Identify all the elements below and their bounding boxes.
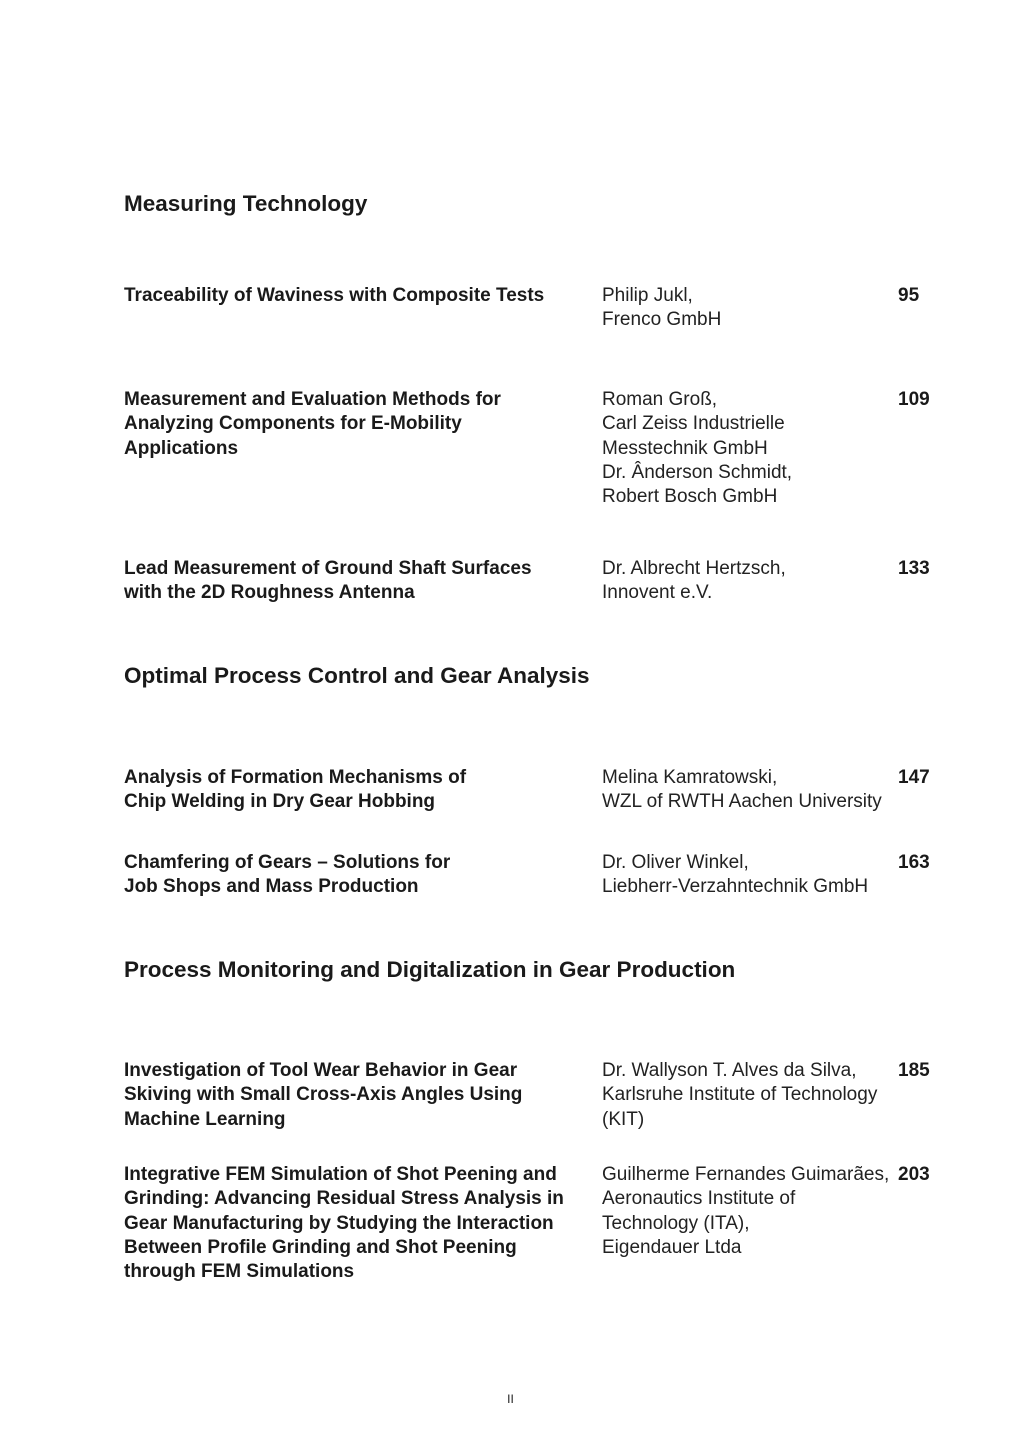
title-line: Traceability of Waviness with Composite …: [124, 285, 545, 306]
author-line: Technology (ITA),: [602, 1212, 750, 1234]
title-line: Investigation of Tool Wear Behavior in G…: [124, 1060, 518, 1081]
entry-title: Analysis of Formation Mechanisms of Chip …: [124, 766, 466, 815]
author-line: Robert Bosch GmbH: [602, 486, 778, 508]
entry-page-number: 95: [898, 285, 920, 306]
author-line: Philip Jukl,: [602, 285, 693, 306]
title-line: Gear Manufacturing by Studying the Inter…: [124, 1212, 554, 1234]
author-line: Frenco GmbH: [602, 309, 722, 331]
title-line: Lead Measurement of Ground Shaft Surface…: [124, 558, 532, 579]
page-number: II: [507, 1392, 514, 1406]
section-heading: Process Monitoring and Digitalization in…: [124, 957, 736, 982]
title-line: Integrative FEM Simulation of Shot Peeni…: [124, 1164, 557, 1185]
author-line: Guilherme Fernandes Guimarães,: [602, 1164, 890, 1185]
entry-page-number: 203: [898, 1164, 930, 1185]
entry-page-number: 185: [898, 1060, 930, 1081]
title-line: Job Shops and Mass Production: [124, 876, 419, 898]
title-line: Skiving with Small Cross-Axis Angles Usi…: [124, 1084, 523, 1106]
title-line: through FEM Simulations: [124, 1261, 355, 1283]
entry-title: Investigation of Tool Wear Behavior in G…: [124, 1059, 522, 1132]
entry-title: Traceability of Waviness with Composite …: [124, 284, 544, 308]
title-line: Analyzing Components for E-Mobility: [124, 413, 462, 435]
entry-authors: Melina Kamratowski, WZL of RWTH Aachen Un…: [602, 766, 882, 815]
author-line: Dr. Oliver Winkel,: [602, 852, 749, 873]
entry-title: Integrative FEM Simulation of Shot Peeni…: [124, 1163, 564, 1284]
title-line: Analysis of Formation Mechanisms of: [124, 767, 467, 788]
entry-title: Lead Measurement of Ground Shaft Surface…: [124, 557, 532, 606]
author-line: Melina Kamratowski,: [602, 767, 778, 788]
author-line: Dr. Wallyson T. Alves da Silva,: [602, 1060, 857, 1081]
entry-authors: Guilherme Fernandes Guimarães, Aeronautic…: [602, 1163, 889, 1260]
section-heading: Measuring Technology: [124, 191, 368, 216]
entry-page-number: 163: [898, 852, 930, 873]
title-line: Between Profile Grinding and Shot Peenin…: [124, 1236, 517, 1258]
title-line: Chamfering of Gears – Solutions for: [124, 852, 451, 873]
author-line: Aeronautics Institute of: [602, 1188, 796, 1210]
author-line: Messtechnik GmbH: [602, 437, 768, 459]
author-line: Karlsruhe Institute of Technology: [602, 1084, 878, 1106]
author-line: Dr. Albrecht Hertzsch,: [602, 558, 786, 579]
entry-authors: Roman Groß, Carl Zeiss Industrielle Messte…: [602, 388, 792, 509]
title-line: Applications: [124, 437, 239, 459]
entry-page-number: 133: [898, 558, 930, 579]
entry-authors: Dr. Oliver Winkel, Liebherr-Verzahntechni…: [602, 851, 868, 900]
entry-page-number: 147: [898, 767, 930, 788]
author-line: WZL of RWTH Aachen University: [602, 791, 882, 813]
section-heading: Optimal Process Control and Gear Analysi…: [124, 663, 590, 688]
author-line: (KIT): [602, 1108, 645, 1130]
author-line: Liebherr-Verzahntechnik GmbH: [602, 876, 869, 898]
author-line: Roman Groß,: [602, 389, 718, 410]
entry-page-number: 109: [898, 389, 930, 410]
entry-title: Chamfering of Gears – Solutions for Job S…: [124, 851, 450, 900]
author-line: Dr. Ânderson Schmidt,: [602, 461, 793, 483]
title-line: Measurement and Evaluation Methods for: [124, 389, 501, 410]
entry-title: Measurement and Evaluation Methods for An…: [124, 388, 501, 461]
author-line: Carl Zeiss Industrielle: [602, 413, 785, 435]
title-line: Machine Learning: [124, 1108, 286, 1130]
title-line: Grinding: Advancing Residual Stress Anal…: [124, 1188, 564, 1210]
title-line: with the 2D Roughness Antenna: [124, 582, 415, 604]
entry-authors: Dr. Albrecht Hertzsch, Innovent e.V.: [602, 557, 786, 606]
author-line: Eigendauer Ltda: [602, 1236, 742, 1258]
entry-authors: Philip Jukl, Frenco GmbH: [602, 284, 721, 333]
author-line: Innovent e.V.: [602, 582, 713, 604]
title-line: Chip Welding in Dry Gear Hobbing: [124, 791, 436, 813]
entry-authors: Dr. Wallyson T. Alves da Silva, Karlsruhe…: [602, 1059, 877, 1132]
